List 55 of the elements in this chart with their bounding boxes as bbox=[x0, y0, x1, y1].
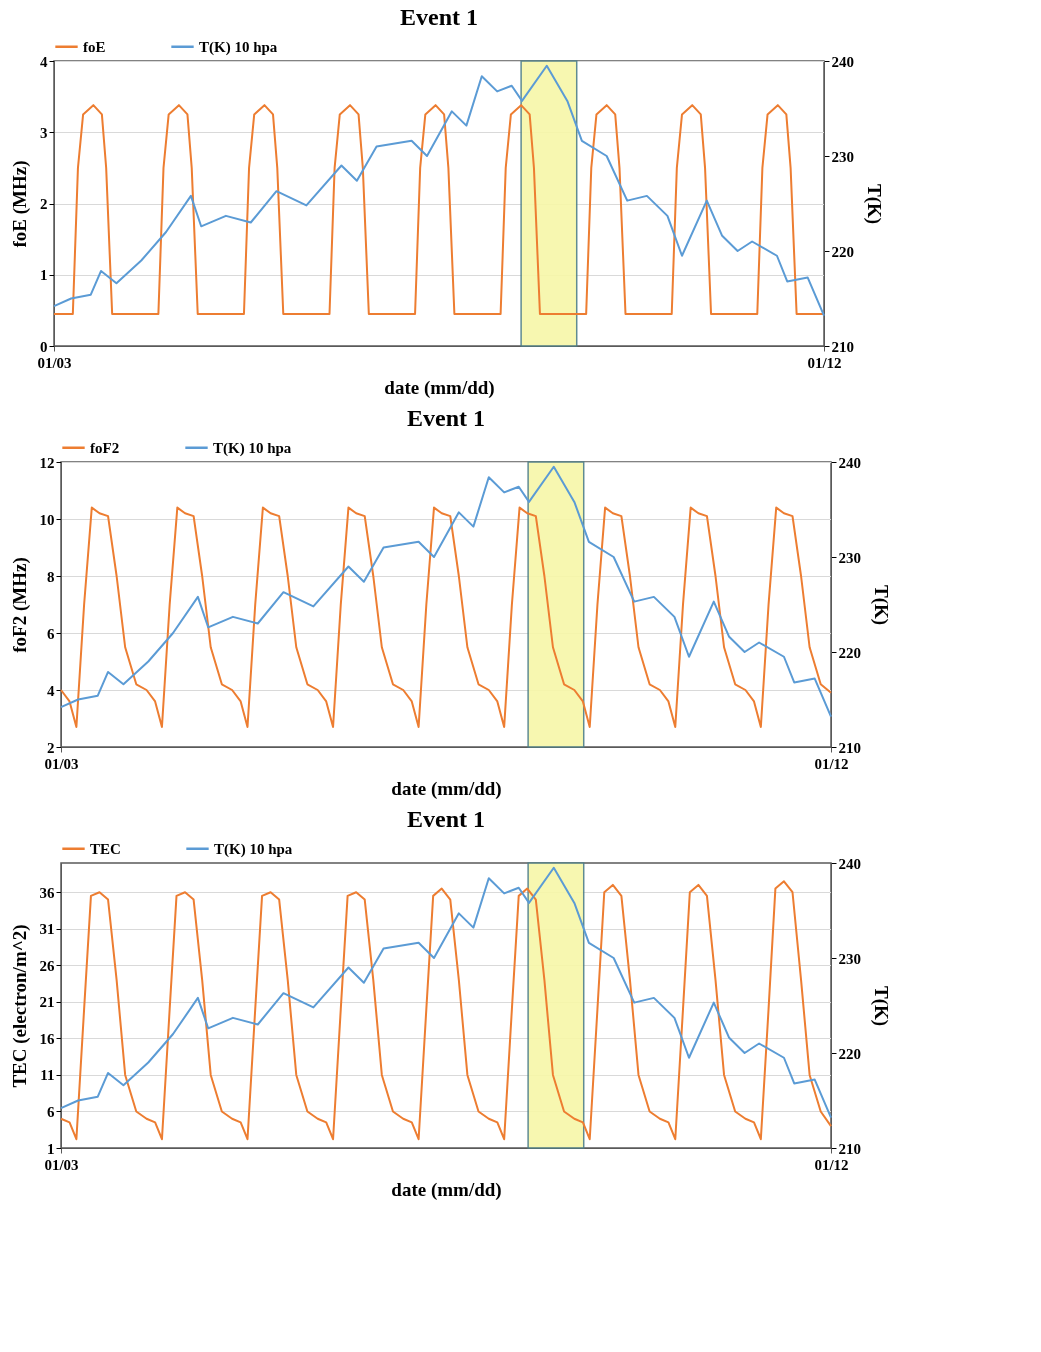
y-tick-label: 6 bbox=[47, 1103, 55, 1120]
y2-tick-label: 240 bbox=[831, 53, 854, 70]
legend-label: T(K) 10 hpa bbox=[199, 38, 278, 56]
y-tick-label: 3 bbox=[40, 124, 48, 141]
x-tick-label: 01/12 bbox=[814, 755, 849, 772]
y2-tick-label: 220 bbox=[838, 644, 861, 661]
y-tick-label: 36 bbox=[39, 884, 55, 901]
y-tick-label: 1 bbox=[47, 1140, 55, 1157]
legend-label: foE bbox=[83, 38, 106, 55]
y2-tick-label: 210 bbox=[831, 338, 854, 355]
y-tick-label: 4 bbox=[40, 53, 48, 70]
legend-label: foF2 bbox=[90, 439, 120, 456]
y-tick-label: 21 bbox=[39, 994, 55, 1011]
y-tick-label: 4 bbox=[47, 682, 55, 699]
y-tick-label: 2 bbox=[40, 196, 48, 212]
y-axis-title: TEC (electron/m^2) bbox=[8, 924, 31, 1088]
y2-tick-label: 210 bbox=[838, 1140, 861, 1157]
y-axis-title: foE (MHz) bbox=[9, 160, 31, 248]
x-tick-label: 01/12 bbox=[807, 354, 842, 371]
x-tick-label: 01/12 bbox=[814, 1156, 849, 1173]
legend-label: T(K) 10 hpa bbox=[214, 840, 293, 858]
y-tick-label: 12 bbox=[39, 454, 55, 471]
y2-tick-label: 240 bbox=[838, 855, 861, 872]
y-tick-label: 1 bbox=[40, 267, 48, 284]
y-tick-label: 8 bbox=[47, 568, 55, 585]
x-axis-title: date (mm/dd) bbox=[391, 777, 502, 800]
y2-axis-title: T(K) bbox=[870, 584, 892, 626]
y2-axis-title: T(K) bbox=[863, 183, 885, 225]
chart-title: Event 1 bbox=[407, 806, 485, 832]
y2-tick-label: 220 bbox=[831, 243, 854, 260]
y2-tick-label: 240 bbox=[838, 454, 861, 471]
y-tick-label: 31 bbox=[39, 921, 55, 938]
x-tick-label: 01/03 bbox=[44, 1156, 79, 1173]
y-tick-label: 10 bbox=[39, 511, 55, 528]
x-tick-label: 01/03 bbox=[37, 354, 72, 371]
y2-tick-label: 230 bbox=[838, 549, 861, 566]
chart-title: Event 1 bbox=[400, 4, 478, 30]
y2-tick-label: 230 bbox=[838, 950, 861, 967]
y-tick-label: 11 bbox=[40, 1067, 55, 1084]
y-axis-title: foF2 (MHz) bbox=[8, 557, 31, 653]
legend-label: T(K) 10 hpa bbox=[213, 439, 292, 457]
y2-tick-label: 210 bbox=[838, 739, 861, 756]
y-tick-label: 26 bbox=[39, 957, 55, 974]
y-tick-label: 6 bbox=[47, 625, 55, 642]
y2-axis-title: T(K) bbox=[870, 985, 892, 1027]
legend-label: TEC bbox=[90, 840, 121, 857]
y2-tick-label: 220 bbox=[838, 1045, 861, 1062]
x-axis-title: date (mm/dd) bbox=[384, 376, 495, 399]
y2-tick-label: 230 bbox=[831, 148, 854, 165]
chart-title: Event 1 bbox=[407, 405, 485, 431]
x-tick-label: 01/03 bbox=[44, 755, 79, 772]
y-tick-label: 2 bbox=[47, 739, 55, 756]
x-axis-title: date (mm/dd) bbox=[391, 1178, 502, 1201]
y-tick-label: 0 bbox=[40, 338, 48, 355]
y-tick-label: 16 bbox=[39, 1030, 55, 1047]
